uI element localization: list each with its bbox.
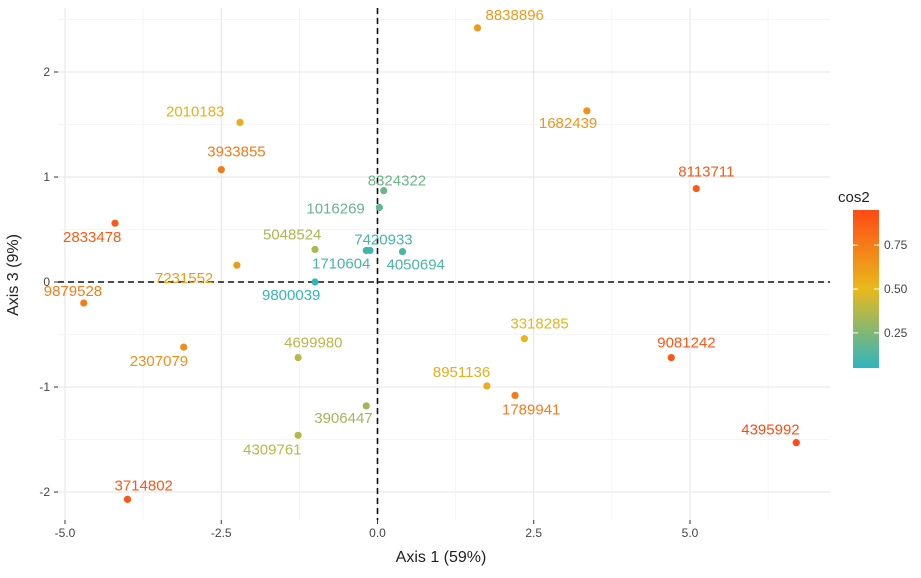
data-point [362, 402, 370, 410]
data-point [398, 247, 407, 256]
points [80, 24, 800, 503]
grid [58, 8, 830, 520]
point-label: 7420933 [354, 232, 412, 249]
point-label: 5048524 [263, 226, 321, 243]
data-point [233, 261, 241, 269]
data-point [375, 203, 383, 212]
y-tick-label: -2 [39, 485, 50, 499]
y-axis-label: Axis 3 (9%) [5, 234, 22, 316]
point-label: 1789941 [502, 401, 560, 418]
data-point [294, 431, 302, 439]
color-bar-tick-label: 0.75 [884, 238, 908, 252]
point-label: 9081242 [657, 335, 715, 352]
x-tick-label: -5.0 [55, 526, 76, 540]
legend-title: cos2 [838, 189, 870, 206]
point-label: 1710604 [312, 256, 370, 273]
point-label: 3318285 [510, 316, 568, 333]
x-tick-label: 0.0 [369, 526, 386, 540]
color-bar-tick-label: 0.25 [884, 326, 908, 340]
x-tick-label: -2.5 [211, 526, 232, 540]
data-point [792, 439, 800, 447]
point-label: 9879528 [44, 283, 102, 300]
data-point [520, 335, 528, 343]
color-legend: cos2 0.25 0.50 0.75 [838, 189, 908, 368]
y-tick-label: -1 [39, 380, 50, 394]
reference-lines [58, 8, 830, 520]
point-label: 8113711 [678, 164, 734, 181]
data-point [217, 166, 225, 174]
data-point [473, 24, 482, 32]
point-label: 8838896 [486, 7, 544, 24]
point-label: 2010183 [166, 103, 224, 120]
x-axis-label: Axis 1 (59%) [396, 549, 487, 566]
point-label: 2307079 [130, 353, 188, 370]
data-point [180, 343, 188, 351]
point-label: 4395992 [741, 422, 799, 439]
point-label: 9800039 [262, 287, 320, 304]
data-point [667, 354, 675, 362]
point-labels: 8838896 1682439 2010183 3933855 8113711 83243… [44, 7, 800, 494]
point-label: 8951136 [433, 364, 490, 381]
data-point [380, 187, 388, 195]
x-tick-label: 5.0 [682, 526, 699, 540]
y-tick-label: 2 [43, 65, 50, 79]
data-point [311, 278, 319, 286]
data-point [483, 382, 491, 390]
point-label: 1682439 [539, 115, 597, 132]
data-point [123, 495, 132, 503]
data-point [236, 118, 244, 126]
data-point [311, 245, 319, 254]
point-label: 1016269 [306, 200, 364, 217]
data-point [583, 107, 591, 115]
y-tick-label: 0 [43, 275, 50, 289]
point-label: 2833478 [63, 229, 121, 246]
point-label: 3933855 [207, 144, 265, 161]
point-label: 3714802 [115, 477, 173, 494]
data-point [80, 299, 88, 307]
axes: -5.0 -2.5 0.0 2.5 5.0 -2 -1 0 1 2 [39, 65, 698, 540]
data-point [366, 246, 374, 255]
point-label: 4699980 [284, 335, 342, 352]
point-label: 3906447 [314, 410, 372, 427]
data-point [111, 219, 119, 227]
point-label: 4050694 [387, 257, 445, 274]
data-point [511, 391, 519, 399]
y-tick-label: 1 [43, 170, 50, 184]
point-label: 8324322 [368, 173, 426, 190]
data-point [692, 184, 700, 193]
point-label: 7231552 [155, 270, 213, 287]
point-label: 4309761 [243, 441, 301, 458]
data-point [294, 354, 302, 362]
x-tick-label: 2.5 [525, 526, 542, 540]
color-bar-tick-label: 0.50 [884, 282, 908, 296]
